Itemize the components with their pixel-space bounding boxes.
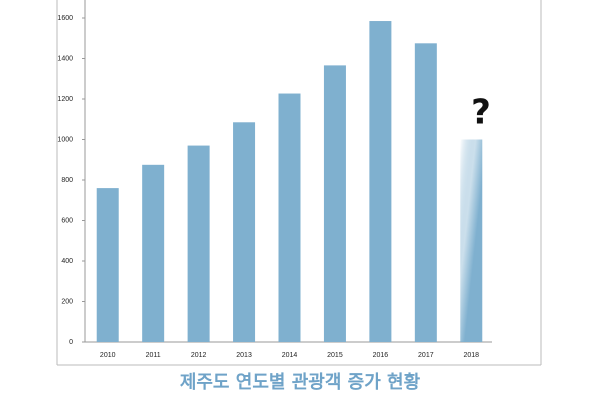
x-tick-label: 2011: [146, 352, 161, 359]
bar: [369, 21, 392, 342]
y-tick-label: 800: [61, 177, 73, 184]
x-tick-label: 2017: [418, 352, 434, 359]
bar: [142, 164, 165, 342]
chart-title: 제주도 연도별 관광객 증가 현황: [180, 372, 421, 393]
y-tick-label: 200: [61, 298, 73, 305]
x-tick-label: 2016: [373, 352, 389, 359]
y-tick-label: 1400: [57, 55, 73, 62]
x-tick-label: 2018: [463, 352, 479, 359]
x-tick-label: 2010: [100, 352, 116, 359]
bar: [96, 188, 119, 342]
x-tick-label: 2015: [327, 352, 343, 359]
bar: [278, 93, 301, 342]
y-tick-label: 400: [61, 258, 73, 265]
bar: [323, 65, 346, 342]
bar: [460, 139, 483, 342]
bar: [187, 145, 210, 342]
y-tick-label: 1200: [57, 96, 73, 103]
y-tick-label: 600: [61, 217, 73, 224]
y-tick-label: 0: [69, 339, 73, 346]
y-tick-label: 1000: [57, 136, 73, 143]
x-tick-label: 2014: [282, 352, 298, 359]
bar: [233, 122, 256, 342]
x-tick-label: 2013: [236, 352, 252, 359]
annotation: ?: [471, 93, 491, 133]
x-tick-label: 2012: [191, 352, 207, 359]
bar: [414, 43, 437, 342]
y-tick-label: 1600: [57, 15, 73, 22]
